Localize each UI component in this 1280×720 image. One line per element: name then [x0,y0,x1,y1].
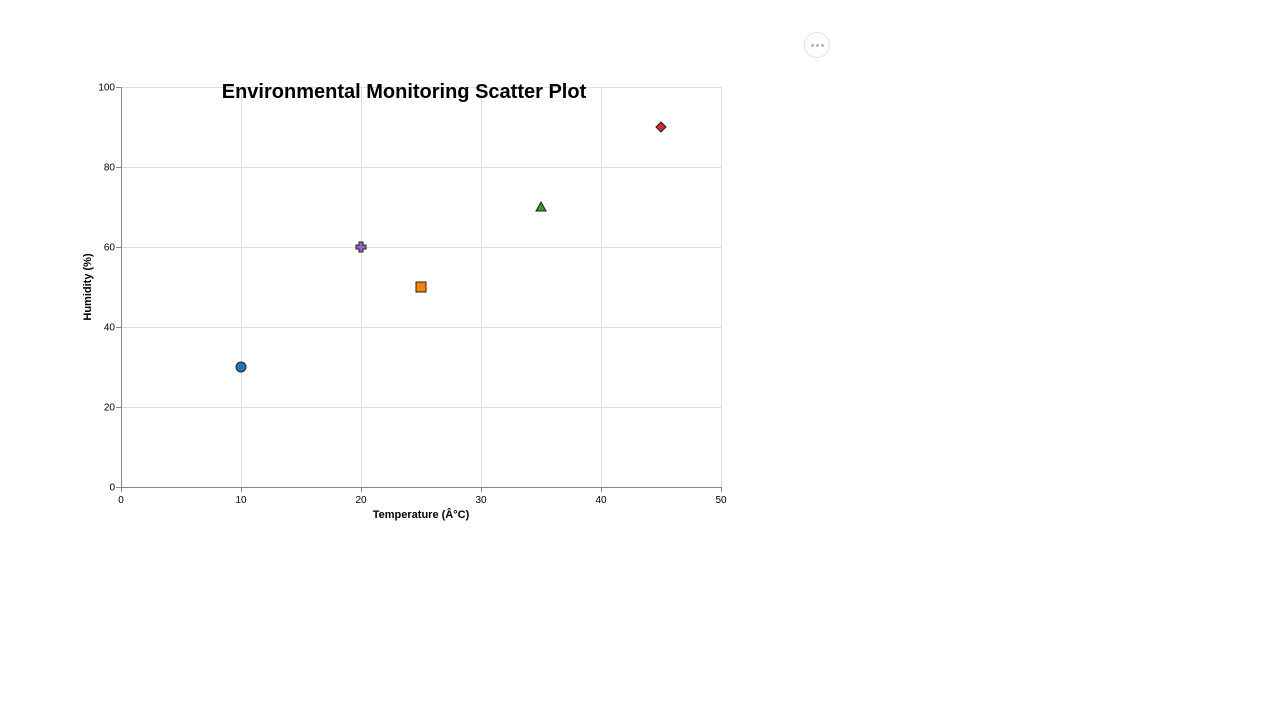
y-axis-title: Humidity (%) [82,253,94,321]
more-horizontal-icon [810,43,824,47]
data-points [235,121,667,373]
data-point [535,200,547,212]
data-point [655,121,667,133]
y-tick-label: 0 [109,483,115,494]
actions-menu-button[interactable] [804,32,830,58]
x-tick-label: 0 [118,495,124,506]
data-point [415,281,427,293]
y-tick-label: 20 [104,403,116,414]
x-tick-label: 50 [715,495,727,506]
y-tick-label: 40 [104,323,116,334]
data-point [235,361,247,373]
axes: 0 10 20 30 40 50 0 20 40 60 80 100 [98,83,727,507]
y-tick-label: 80 [104,163,116,174]
x-axis-title: Temperature (Â°C) [373,508,470,521]
y-tick-label: 60 [104,243,116,254]
y-tick-label: 100 [98,83,115,94]
chart-title: Environmental Monitoring Scatter Plot [222,81,587,103]
x-tick-label: 20 [355,495,367,506]
x-tick-label: 40 [595,495,607,506]
x-tick-label: 10 [235,495,247,506]
data-point [355,241,367,253]
x-tick-label: 30 [475,495,487,506]
